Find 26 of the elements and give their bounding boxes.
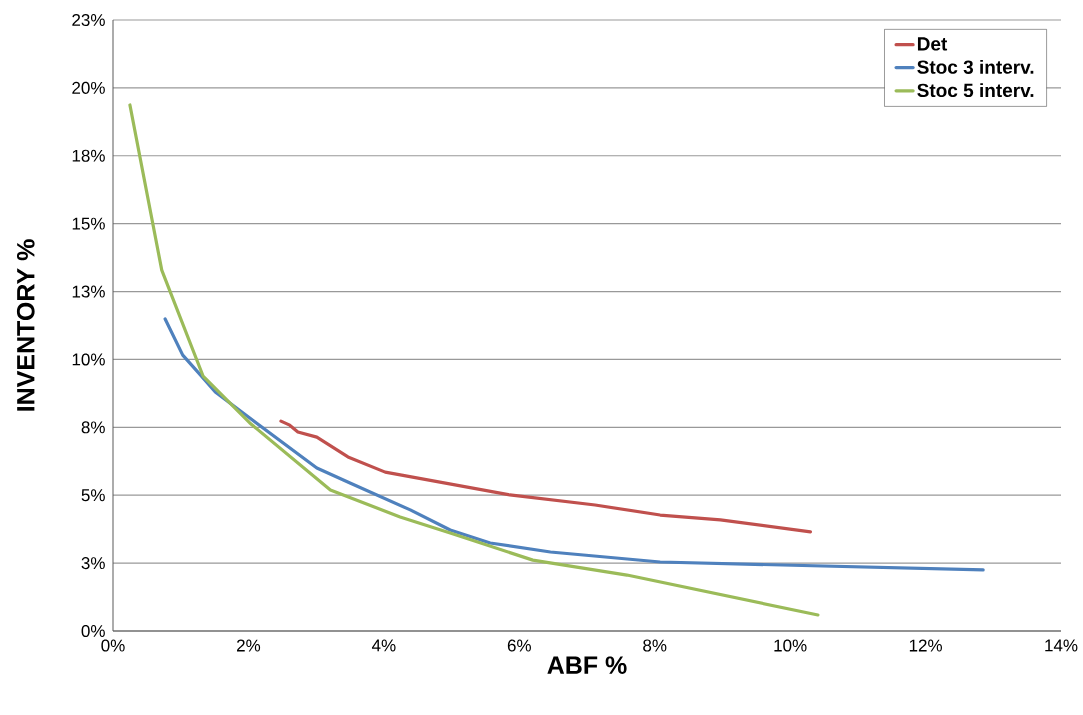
line-series (279, 419, 813, 534)
x-tick-label: 10% (774, 639, 807, 652)
legend-label: Stoc 3 interv. (917, 59, 1034, 74)
x-tick-label: 12% (909, 639, 942, 652)
line-series (128, 103, 820, 617)
y-tick-label: 10% (72, 353, 105, 366)
y-tick-label: 13% (72, 285, 105, 298)
x-tick-label: 6% (507, 639, 531, 652)
x-tick-label: 2% (237, 639, 261, 652)
y-tick-label: 3% (81, 557, 105, 570)
y-tick-label: 23% (72, 13, 105, 27)
legend-label: Det (917, 37, 948, 51)
x-tick-label: 8% (643, 639, 667, 652)
y-tick-label: 8% (81, 421, 105, 434)
line-series (163, 317, 985, 572)
y-tick-label: 0% (81, 624, 105, 638)
y-tick-label: 15% (72, 217, 105, 230)
x-axis-title: ABF % (547, 656, 627, 674)
y-tick-label: 5% (81, 489, 105, 502)
x-tick-label: 4% (371, 639, 396, 652)
y-axis-title: INVENTORY % (16, 239, 35, 411)
y-tick-label: 20% (72, 81, 105, 94)
y-tick-label: 18% (72, 149, 105, 162)
x-tick-label: 0% (101, 639, 125, 652)
legend-label: Stoc 5 interv. (917, 83, 1034, 98)
x-tick-label: 14% (1045, 639, 1078, 652)
